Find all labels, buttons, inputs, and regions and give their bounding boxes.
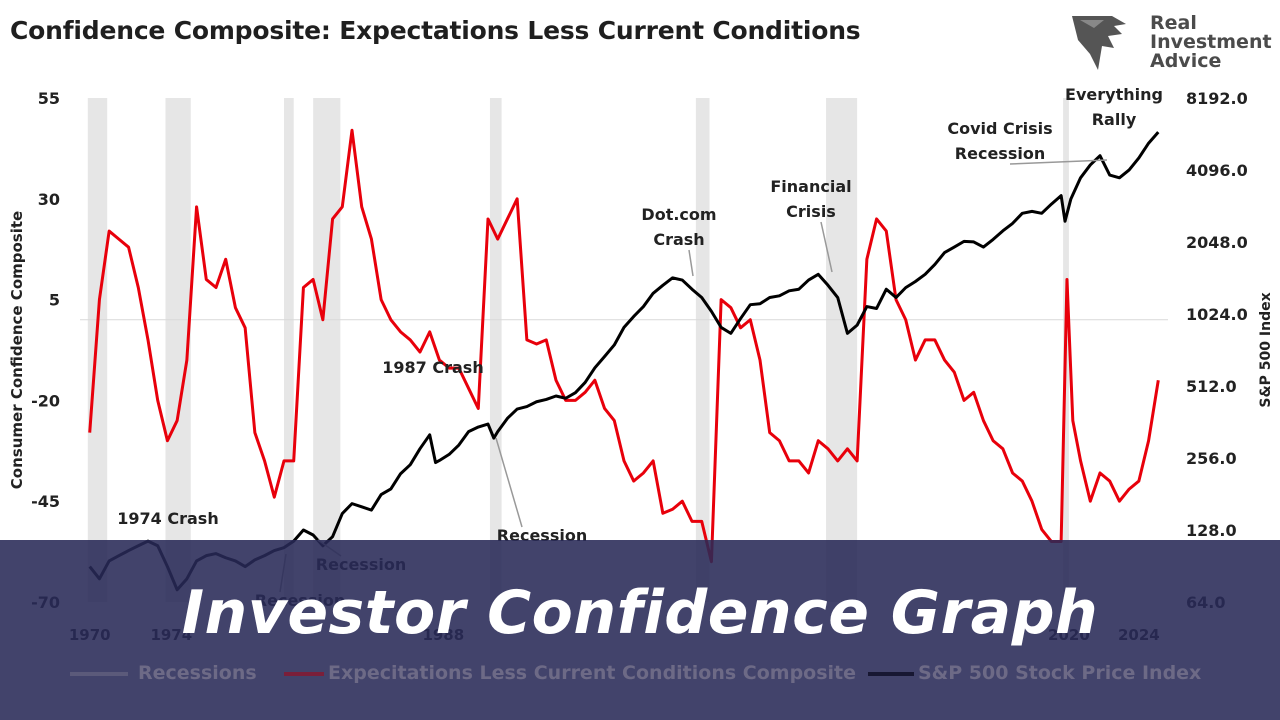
y-axis-label-left: Consumer Confidence Composite [8, 211, 26, 489]
annotation-2: Dot.com Crash [641, 205, 716, 249]
y-tick-right-0: 8192.0 [1186, 89, 1248, 108]
legend-item-sp500: S&P 500 Stock Price Index [918, 662, 1202, 684]
y-tick-left-0: 55 [38, 89, 60, 108]
series-lines [88, 128, 1160, 592]
annotation-4: Covid Crisis Recession [947, 119, 1052, 163]
annotation-3: Financial Crisis [770, 177, 851, 221]
legend-swatch-recessions [70, 672, 128, 676]
legend-item-recessions: Recessions [138, 662, 257, 684]
recession-band-0 [87, 98, 108, 602]
recession-band-4 [489, 98, 502, 602]
chart-title: Confidence Composite: Expectations Less … [10, 16, 861, 45]
y-tick-right-2: 2048.0 [1186, 233, 1248, 252]
annotation-5: Everything Rally [1065, 85, 1163, 129]
y-tick-right-1: 4096.0 [1186, 161, 1248, 180]
recession-band-2 [284, 98, 294, 602]
legend-item-composite: Expecitations Less Current Conditions Co… [328, 662, 857, 684]
y-tick-right-3: 1024.0 [1186, 305, 1248, 324]
annotation-leader-2 [688, 249, 694, 277]
annotation-leader-6 [495, 437, 523, 528]
y-axis-label-right: S&P 500 Index [1258, 292, 1274, 407]
title-banner [0, 540, 1280, 720]
logo-line-3: Advice [1150, 50, 1222, 72]
legend-swatch-sp500 [868, 672, 914, 676]
recession-band-3 [313, 98, 341, 602]
annotation-leader-3 [820, 221, 833, 273]
series-line-sp500 [88, 131, 1160, 592]
annotation-leader-4 [1009, 159, 1108, 165]
y-tick-left-4: -45 [31, 492, 60, 511]
y-tick-left-2: 5 [49, 291, 60, 310]
logo-text: Real Investment Advice [1150, 14, 1272, 71]
legend-swatch-composite [284, 672, 324, 676]
banner-title: Investor Confidence Graph [181, 578, 1099, 648]
series-line-composite [88, 128, 1160, 564]
logo-line-1: Real [1150, 12, 1197, 34]
y-tick-right-5: 256.0 [1186, 449, 1237, 468]
annotation-1: 1987 Crash [382, 358, 483, 377]
eagle-logo-icon [1072, 16, 1126, 70]
recession-band-6 [826, 98, 858, 602]
logo-line-2: Investment [1150, 31, 1272, 53]
y-tick-left-3: -20 [31, 391, 60, 410]
annotation-0: 1974 Crash [117, 509, 218, 528]
y-tick-right-4: 512.0 [1186, 377, 1237, 396]
y-tick-left-1: 30 [38, 190, 60, 209]
recession-band-5 [695, 98, 710, 602]
annotations: 1974 Crash 1987 Crash Dot.com Crash Financia… [117, 85, 1163, 610]
y-tick-right-6: 128.0 [1186, 521, 1237, 540]
